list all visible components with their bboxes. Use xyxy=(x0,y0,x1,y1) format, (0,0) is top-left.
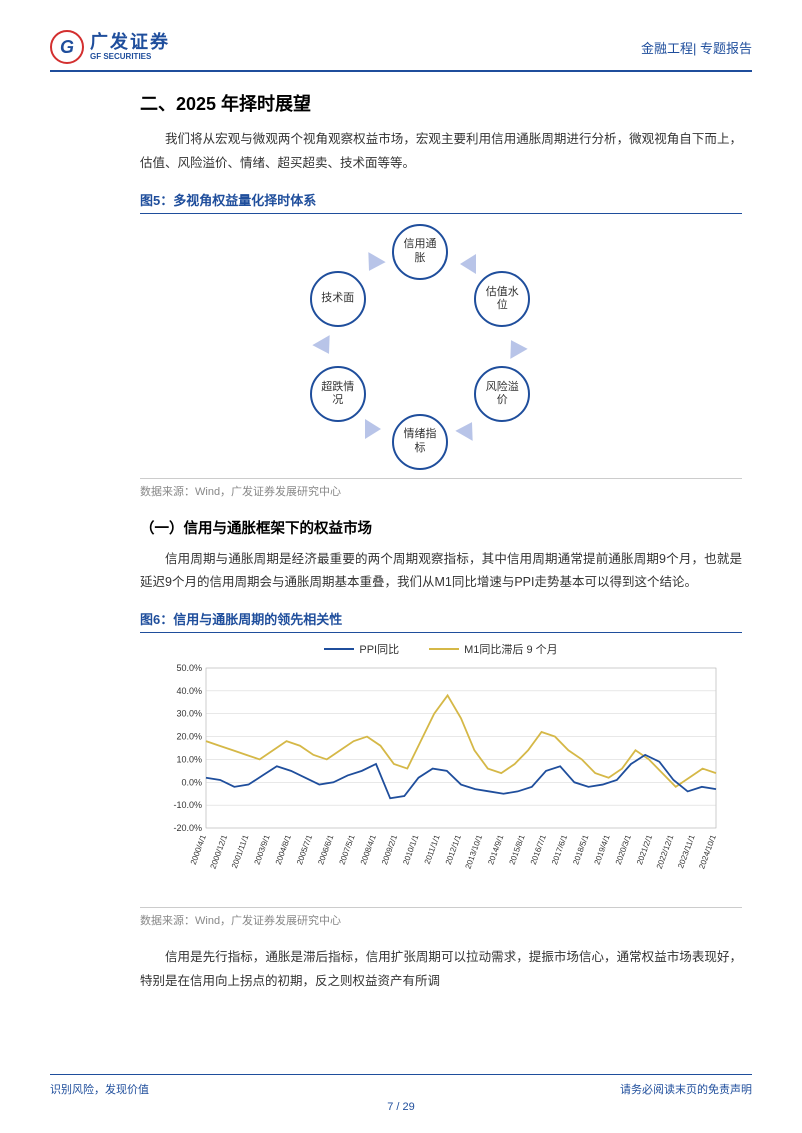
chart-legend: PPI同比 M1同比滞后 9 个月 xyxy=(140,641,742,657)
subsection-heading: （一）信用与通胀框架下的权益市场 xyxy=(140,517,742,538)
svg-text:2018/5/1: 2018/5/1 xyxy=(571,833,590,866)
svg-text:-10.0%: -10.0% xyxy=(173,800,202,810)
cycle-node: 技术面 xyxy=(310,271,366,327)
svg-text:2005/7/1: 2005/7/1 xyxy=(295,833,314,866)
intro-paragraph: 我们将从宏观与微观两个视角观察权益市场，宏观主要利用信用通胀周期进行分析，微观视… xyxy=(140,128,742,176)
svg-text:2011/1/1: 2011/1/1 xyxy=(423,833,442,865)
svg-text:20.0%: 20.0% xyxy=(176,732,202,742)
page-number: 7 / 29 xyxy=(50,1101,752,1113)
svg-text:2008/4/1: 2008/4/1 xyxy=(359,833,378,866)
svg-text:2024/10/1: 2024/10/1 xyxy=(697,833,718,870)
svg-text:30.0%: 30.0% xyxy=(176,709,202,719)
svg-text:2004/8/1: 2004/8/1 xyxy=(274,833,293,866)
svg-text:2012/1/1: 2012/1/1 xyxy=(444,833,463,866)
figure6-source: 数据来源：Wind，广发证券发展研究中心 xyxy=(140,907,742,928)
cycle-node: 信用通胀 xyxy=(392,224,448,280)
tail-paragraph: 信用是先行指标，通胀是滞后指标，信用扩张周期可以拉动需求，提振市场信心，通常权益… xyxy=(140,946,742,994)
svg-text:2017/6/1: 2017/6/1 xyxy=(550,833,569,866)
cycle-node: 风险溢价 xyxy=(474,366,530,422)
logo-icon: G xyxy=(50,30,84,64)
legend-item: PPI同比 xyxy=(324,641,399,657)
svg-text:2000/4/1: 2000/4/1 xyxy=(189,833,208,866)
svg-text:2014/9/1: 2014/9/1 xyxy=(486,833,505,866)
svg-text:10.0%: 10.0% xyxy=(176,754,202,764)
cycle-arrow-icon xyxy=(312,335,337,359)
svg-text:2022/12/1: 2022/12/1 xyxy=(655,833,676,870)
line-chart-svg: -20.0% -10.0% 0.0% 10.0% 20.0% 30.0% 40.0% 50.0… xyxy=(140,663,742,883)
svg-text:2001/11/1: 2001/11/1 xyxy=(230,833,251,869)
svg-text:0.0%: 0.0% xyxy=(181,777,202,787)
svg-text:-20.0%: -20.0% xyxy=(173,823,202,833)
section-heading: 二、2025 年择时展望 xyxy=(140,90,742,116)
logo-name-cn: 广发证券 xyxy=(90,33,170,53)
figure5-diagram: 信用通胀估值水位风险溢价情绪指标超跌情况 技术面 xyxy=(140,222,742,472)
legend-label: M1同比滞后 9 个月 xyxy=(464,641,558,657)
legend-label: PPI同比 xyxy=(359,641,399,657)
page-footer: 识别风险，发现价值 请务必阅读末页的免责声明 7 / 29 xyxy=(50,1074,752,1113)
page-header: G 广发证券 GF SECURITIES 金融工程| 专题报告 xyxy=(50,30,752,72)
svg-text:2020/3/1: 2020/3/1 xyxy=(614,833,633,866)
svg-text:2013/10/1: 2013/10/1 xyxy=(463,833,484,870)
cycle-node: 超跌情况 xyxy=(310,366,366,422)
legend-item: M1同比滞后 9 个月 xyxy=(429,641,558,657)
figure5-title: 图5：多视角权益量化择时体系 xyxy=(140,190,742,214)
cycle-arrow-icon xyxy=(365,419,381,439)
logo: G 广发证券 GF SECURITIES xyxy=(50,30,170,64)
svg-text:40.0%: 40.0% xyxy=(176,686,202,696)
svg-text:2015/8/1: 2015/8/1 xyxy=(508,833,527,866)
svg-text:2003/9/1: 2003/9/1 xyxy=(253,833,272,866)
cycle-arrow-icon xyxy=(502,335,527,359)
legend-swatch xyxy=(324,648,354,651)
svg-text:2019/4/1: 2019/4/1 xyxy=(593,833,612,866)
figure6-chart: PPI同比 M1同比滞后 9 个月 -20.0% -10.0% 0.0% 10.0% 20… xyxy=(140,641,742,901)
svg-text:2016/7/1: 2016/7/1 xyxy=(529,833,548,866)
figure5-source: 数据来源：Wind，广发证券发展研究中心 xyxy=(140,478,742,499)
svg-text:2010/1/1: 2010/1/1 xyxy=(401,833,420,866)
footer-right: 请务必阅读末页的免责声明 xyxy=(620,1081,752,1097)
legend-swatch xyxy=(429,648,459,651)
logo-name-en: GF SECURITIES xyxy=(90,53,170,62)
cycle-arrow-icon xyxy=(455,417,480,441)
cycle-arrow-icon xyxy=(360,252,385,276)
svg-text:2006/6/1: 2006/6/1 xyxy=(316,833,335,866)
svg-text:50.0%: 50.0% xyxy=(176,663,202,673)
cycle-node: 估值水位 xyxy=(474,271,530,327)
svg-text:2021/2/1: 2021/2/1 xyxy=(635,833,654,866)
cycle-node: 情绪指标 xyxy=(392,414,448,470)
svg-text:2009/2/1: 2009/2/1 xyxy=(380,833,399,866)
cycle-arrow-icon xyxy=(460,254,476,274)
svg-text:2007/5/1: 2007/5/1 xyxy=(338,833,357,866)
figure6-title: 图6：信用与通胀周期的领先相关性 xyxy=(140,609,742,633)
header-category: 金融工程| 专题报告 xyxy=(641,38,752,57)
svg-text:2000/12/1: 2000/12/1 xyxy=(208,833,229,870)
subsection-paragraph: 信用周期与通胀周期是经济最重要的两个周期观察指标，其中信用周期通常提前通胀周期9… xyxy=(140,548,742,596)
svg-text:2023/11/1: 2023/11/1 xyxy=(676,833,697,869)
footer-left: 识别风险，发现价值 xyxy=(50,1081,149,1097)
